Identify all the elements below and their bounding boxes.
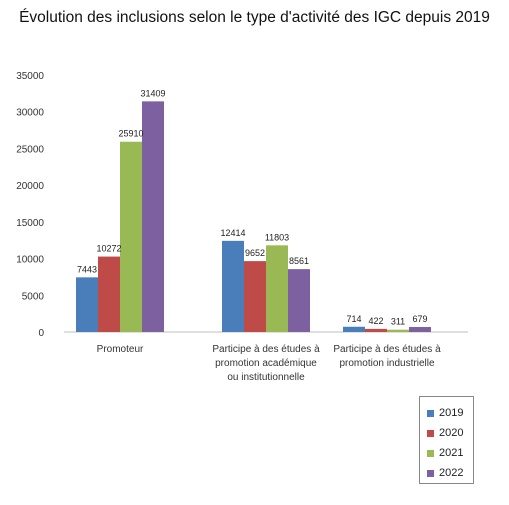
data-label: 422 [368, 316, 383, 326]
category-label: ou institutionnelle [227, 372, 305, 383]
bar-2021 [266, 245, 288, 332]
legend-item-2020: 2020 [427, 423, 473, 443]
legend-label: 2022 [439, 467, 464, 479]
category-label: promotion académique [215, 358, 317, 369]
legend-swatch [427, 429, 434, 437]
bar-2022 [288, 269, 310, 332]
bar-2022 [409, 327, 431, 332]
legend-swatch [427, 409, 434, 417]
data-label: 7443 [77, 264, 97, 274]
chart-title: Évolution des inclusions selon le type d… [19, 9, 490, 26]
bar-2019 [76, 277, 98, 332]
y-axis-ticks: 0 5000 10000 15000 20000 25000 30000 35000 [16, 71, 44, 339]
legend-label: 2021 [439, 447, 464, 459]
data-label: 8561 [289, 256, 309, 266]
data-label: 714 [346, 314, 361, 324]
category-label: Participe à des études à [212, 344, 320, 355]
y-tick-label: 35000 [16, 71, 44, 82]
data-label: 9652 [245, 248, 265, 258]
legend: 2019 2020 2021 2022 [419, 396, 474, 484]
data-label: 31409 [140, 88, 165, 98]
legend-item-2019: 2019 [427, 403, 473, 423]
data-label: 12414 [220, 228, 245, 238]
legend-swatch [427, 449, 434, 457]
bar-2021 [387, 329, 409, 332]
data-label: 311 [391, 317, 405, 327]
bars-group [76, 101, 431, 333]
y-tick-label: 15000 [16, 218, 44, 229]
legend-swatch [427, 469, 434, 477]
data-label: 11803 [265, 232, 289, 242]
y-tick-label: 25000 [16, 144, 44, 155]
category-labels-group: Promoteur Participe à des études à promoti… [97, 344, 441, 383]
bar-2021 [120, 141, 142, 332]
data-label: 10272 [96, 244, 121, 254]
data-label: 25910 [118, 129, 143, 139]
y-tick-label: 5000 [22, 291, 45, 302]
bar-2020 [98, 256, 120, 332]
legend-item-2022: 2022 [427, 463, 473, 483]
bar-2022 [142, 101, 164, 333]
y-tick-label: 10000 [16, 255, 44, 266]
legend-label: 2020 [439, 427, 464, 439]
bar-2020 [244, 261, 266, 332]
legend-label: 2019 [439, 407, 464, 419]
bar-2020 [365, 328, 387, 332]
category-label: promotion industrielle [339, 358, 434, 369]
y-tick-label: 30000 [16, 108, 44, 119]
bar-2019 [343, 326, 365, 332]
category-label: Participe à des études à [333, 344, 441, 355]
y-tick-label: 20000 [16, 181, 44, 192]
bar-2019 [222, 240, 244, 332]
category-label: Promoteur [97, 344, 144, 355]
y-tick-label: 0 [38, 328, 44, 339]
legend-item-2021: 2021 [427, 443, 473, 463]
data-label: 679 [412, 314, 427, 324]
